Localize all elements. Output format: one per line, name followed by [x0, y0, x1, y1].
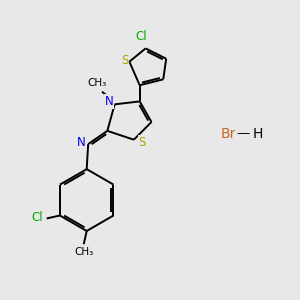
Text: S: S [121, 54, 129, 67]
Text: N: N [105, 95, 114, 108]
Text: H: H [252, 127, 263, 141]
Text: —: — [236, 127, 249, 140]
Text: S: S [138, 136, 146, 148]
Text: CH₃: CH₃ [74, 247, 93, 256]
Text: Cl: Cl [135, 30, 147, 43]
Text: N: N [77, 136, 86, 149]
Text: Br: Br [221, 127, 236, 141]
Text: CH₃: CH₃ [87, 78, 106, 88]
Text: Cl: Cl [31, 212, 43, 224]
